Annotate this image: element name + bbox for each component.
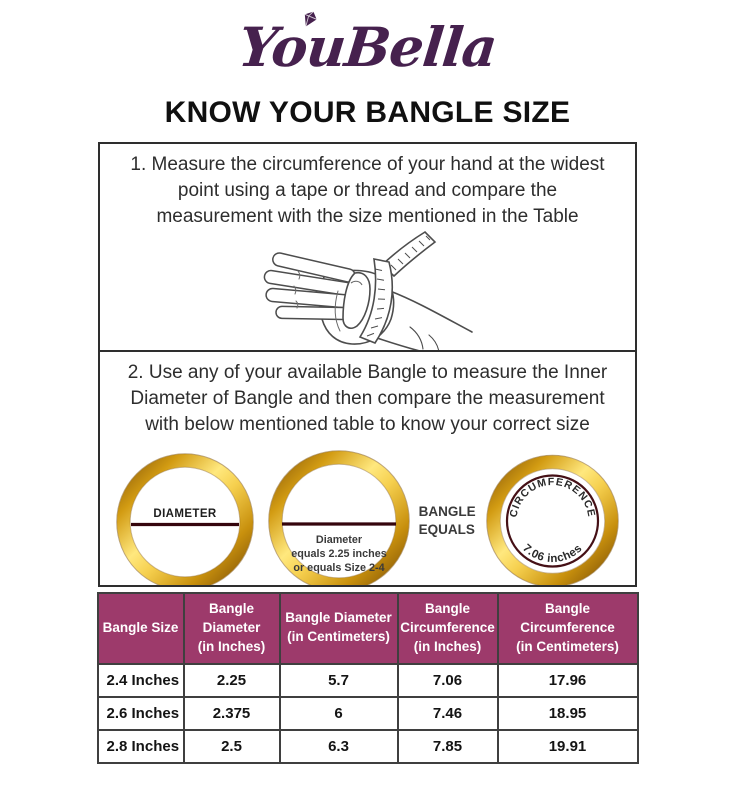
step2-box: 2. Use any of your available Bangle to m… [98,350,637,587]
row-size-cell: 2.6 Inches [96,695,185,731]
step2-text: 2. Use any of your available Bangle to m… [127,362,608,436]
table-cell: 6 [278,695,399,731]
row-size-cell: 2.8 Inches [96,728,185,764]
column-header: Bangle Size [96,592,185,665]
table-cell: 2.25 [182,662,281,698]
table-cell: 18.95 [496,695,639,731]
page-title: KNOW YOUR BANGLE SIZE [164,96,571,129]
bangle-size-example-illustration: Diameter equals 2.25 inches or equals Si… [268,449,411,585]
table-cell: 2.375 [182,695,281,731]
table-cell: 19.91 [496,728,639,764]
circumference-label: CIRCUMFERENCE [508,476,597,518]
bangle-diagrams-row: DIAMETER Diameter equals 2.25 inches or … [100,444,635,585]
table-cell: 17.96 [496,662,639,698]
table-row: 2.4 Inches 2.25 5.7 7.06 17.96 [96,662,639,698]
brand-header: YouBella [0,0,735,92]
step1-text: 1. Measure the circumference of your han… [130,154,605,228]
bangle-diameter-illustration: DIAMETER [116,452,254,585]
column-header: Bangle Circumference (in Inches) [396,592,499,665]
step1-box: 1. Measure the circumference of your han… [98,142,637,352]
diamond-icon [304,11,317,27]
ring2-line3: or equals Size 2-4 [294,562,385,574]
table-cell: 5.7 [278,662,399,698]
size-table-body: 2.4 Inches 2.25 5.7 7.06 17.96 2.6 Inches 2.37… [96,662,639,764]
table-cell: 2.5 [182,728,281,764]
bangle-equals-label: BANGLE EQUALS [418,504,476,537]
table-row: 2.8 Inches 2.5 6.3 7.85 19.91 [96,728,639,764]
size-table-header-row: Bangle Size Bangle Diameter (in Inches) Ba… [96,592,639,665]
hand-illustration-wrap [100,230,635,350]
row-size-cell: 2.4 Inches [96,662,185,698]
circumference-line [505,474,600,568]
bangle-size-table: Bangle Size Bangle Diameter (in Inches) Ba… [96,592,639,764]
brand-logo: YouBella [235,8,500,86]
table-cell: 7.46 [396,695,499,731]
ring2-line2: equals 2.25 inches [292,548,387,560]
brand-logo-text: YouBella [235,15,500,79]
table-cell: 7.85 [396,728,499,764]
table-row: 2.6 Inches 2.375 6 7.46 18.95 [96,695,639,731]
column-header: Bangle Circumference (in Centimeters) [496,592,639,665]
ring2-line1: Diameter [316,534,363,546]
hand-tape-measure-illustration [263,230,473,350]
bangle-circumference-illustration: CIRCUMFERENCE 7.06 inches [486,454,619,585]
column-header: Bangle Diameter (in Centimeters) [278,592,399,665]
table-cell: 6.3 [278,728,399,764]
tape-band [358,257,393,344]
svg-text:CIRCUMFERENCE: CIRCUMFERENCE [508,476,598,518]
diameter-label: DIAMETER [153,508,217,520]
column-header: Bangle Diameter (in Inches) [182,592,281,665]
table-cell: 7.06 [396,662,499,698]
